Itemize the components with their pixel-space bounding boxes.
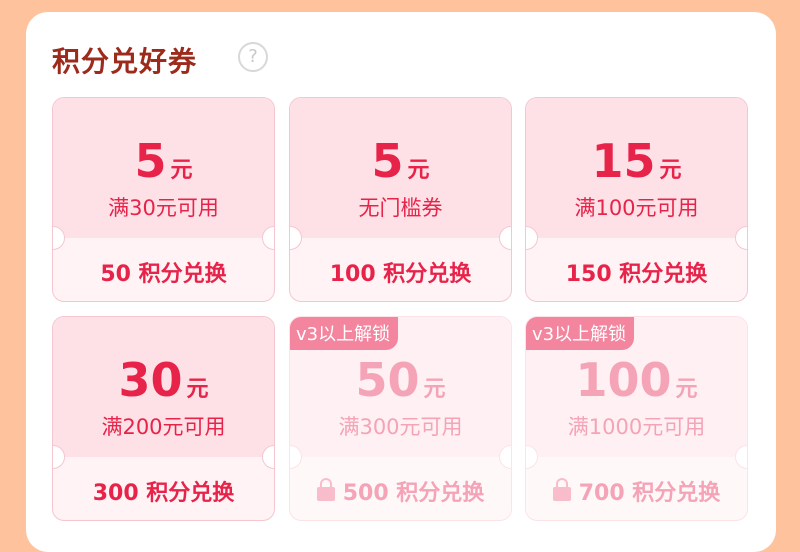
coupon-condition: 满1000元可用 <box>567 415 706 439</box>
coupon-notch <box>262 445 274 469</box>
coupon-5[interactable]: v3以上解锁 100 元满1000元可用 700 积分兑换 <box>525 316 748 521</box>
redeem-cost: 500 积分兑换 <box>342 481 485 506</box>
coupon-notch <box>735 445 747 469</box>
amount-value: 50 <box>355 353 420 407</box>
redeem-button[interactable]: 500 积分兑换 <box>290 475 511 507</box>
coupon-face <box>53 98 274 238</box>
coupon-notch <box>735 226 747 250</box>
amount-value: 30 <box>118 353 183 407</box>
coupon-condition: 满300元可用 <box>338 415 463 439</box>
coupon-2[interactable]: 15 元满100元可用 150 积分兑换 <box>525 97 748 302</box>
coupon-1[interactable]: 5 元无门槛券 100 积分兑换 <box>289 97 512 302</box>
amount-unit: 元 <box>675 377 698 402</box>
redeem-cost: 100 积分兑换 <box>329 262 472 287</box>
redeem-cost: 300 积分兑换 <box>92 481 235 506</box>
redeem-button[interactable]: 150 积分兑换 <box>526 256 747 288</box>
coupon-0[interactable]: 5 元满30元可用 50 积分兑换 <box>52 97 275 302</box>
redeem-cost: 150 积分兑换 <box>565 262 708 287</box>
coupon-amount: 50 元 <box>290 353 511 407</box>
amount-value: 15 <box>591 134 656 188</box>
coupon-face <box>53 317 274 457</box>
question-circle-icon[interactable]: ? <box>238 42 268 72</box>
coupon-condition: 满30元可用 <box>108 196 219 220</box>
coupon-condition: 无门槛券 <box>358 196 443 220</box>
unlock-level-tag: v3以上解锁 <box>526 317 635 350</box>
redeem-cost: 50 积分兑换 <box>100 262 227 287</box>
coupon-face <box>526 98 747 238</box>
redeem-button[interactable]: 700 积分兑换 <box>526 475 747 507</box>
amount-unit: 元 <box>170 158 193 183</box>
amount-value: 5 <box>134 134 167 188</box>
coupon-notch <box>499 445 511 469</box>
amount-unit: 元 <box>659 158 682 183</box>
coupon-amount: 100 元 <box>526 353 747 407</box>
coupon-notch <box>262 226 274 250</box>
amount-unit: 元 <box>423 377 446 402</box>
lock-icon <box>552 478 571 501</box>
section-title: 积分兑好券 <box>52 45 198 78</box>
amount-value: 5 <box>371 134 404 188</box>
coupon-amount: 30 元 <box>53 353 274 407</box>
redeem-button[interactable]: 50 积分兑换 <box>53 256 274 288</box>
amount-value: 100 <box>575 353 672 407</box>
coupon-3[interactable]: 30 元满200元可用 300 积分兑换 <box>52 316 275 521</box>
unlock-level-tag: v3以上解锁 <box>290 317 399 350</box>
amount-unit: 元 <box>407 158 430 183</box>
coupon-condition: 满100元可用 <box>574 196 699 220</box>
coupon-face <box>290 98 511 238</box>
coupon-notch <box>499 226 511 250</box>
lock-icon <box>316 478 335 501</box>
redeem-button[interactable]: 100 积分兑换 <box>290 256 511 288</box>
coupon-condition: 满200元可用 <box>101 415 226 439</box>
redeem-button[interactable]: 300 积分兑换 <box>53 475 274 507</box>
amount-unit: 元 <box>186 377 209 402</box>
redeem-cost: 700 积分兑换 <box>578 481 721 506</box>
coupon-amount: 15 元 <box>526 134 747 188</box>
coupon-4[interactable]: v3以上解锁 50 元满300元可用 500 积分兑换 <box>289 316 512 521</box>
